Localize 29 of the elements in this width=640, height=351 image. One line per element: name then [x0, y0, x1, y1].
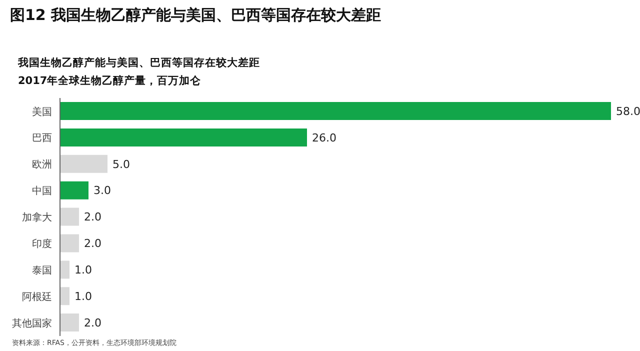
y-tick-label: 其他国家 [12, 317, 52, 330]
data-label: 1.0 [74, 290, 92, 304]
y-tick-label: 巴西 [32, 133, 52, 144]
data-label: 2.0 [84, 316, 102, 330]
data-label: 58.0 [616, 104, 640, 118]
y-tick-label: 欧洲 [32, 158, 52, 171]
data-label: 2.0 [84, 237, 102, 250]
y-tick-label: 加拿大 [22, 212, 52, 224]
bar [60, 234, 79, 252]
bar [60, 154, 108, 173]
bar [60, 128, 307, 146]
data-label: 5.0 [112, 158, 130, 171]
y-tick-label: 泰国 [32, 265, 52, 276]
bar [60, 287, 70, 306]
y-tick-label: 中国 [32, 185, 52, 198]
y-tick-label: 美国 [32, 106, 52, 118]
bar [60, 208, 79, 226]
bar [60, 102, 611, 120]
y-tick-label: 印度 [32, 238, 52, 250]
chart-title: 图12 我国生物乙醇产能与美国、巴西等国存在较大差距 [10, 6, 382, 25]
bar [60, 260, 70, 279]
y-tick-label: 阿根廷 [22, 290, 52, 303]
bar [60, 314, 79, 332]
data-label: 3.0 [94, 184, 111, 198]
chart-subtitle: 我国生物乙醇产能与美国、巴西等国存在较大差距 2017年全球生物乙醇产量，百万加仑 [18, 56, 260, 88]
data-label: 2.0 [84, 210, 102, 224]
bar [60, 181, 88, 200]
data-label: 1.0 [74, 264, 92, 277]
data-label: 26.0 [312, 131, 336, 144]
